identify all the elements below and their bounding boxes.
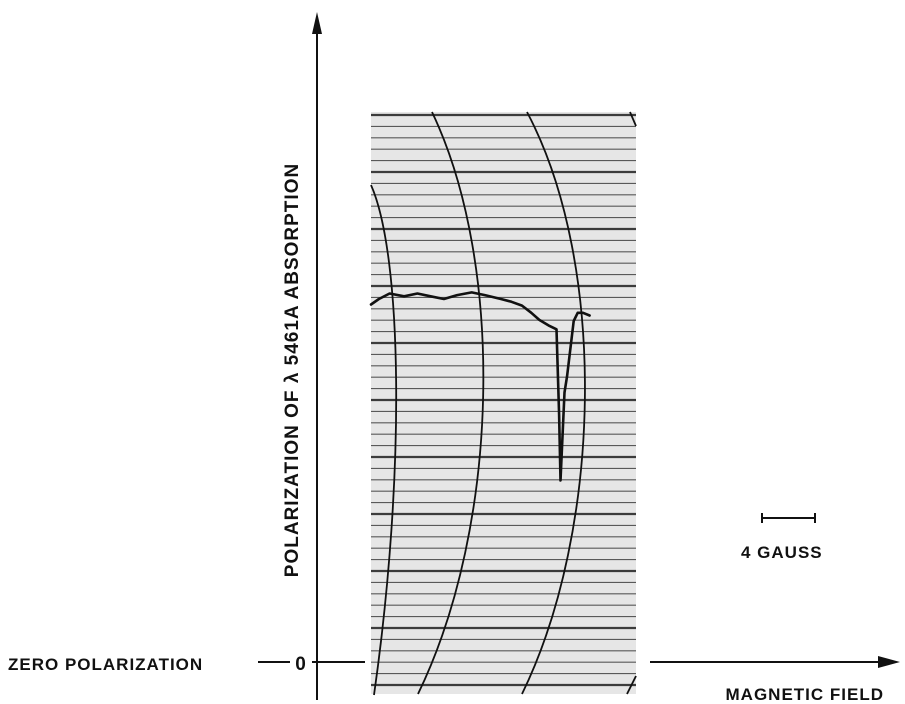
zero-tick-label: 0: [295, 654, 307, 675]
x-axis-label: MAGNETIC FIELD: [726, 685, 885, 704]
grid-arc: [629, 111, 637, 127]
trace-line: [369, 291, 591, 482]
x-axis-arrow: [878, 656, 900, 668]
scale-bar: [761, 513, 816, 523]
y-axis-arrow: [312, 12, 322, 34]
grid-arc: [417, 111, 485, 695]
chart-axes: [258, 12, 900, 700]
grid-arc: [370, 184, 398, 696]
data-trace: [369, 291, 591, 482]
y-axis-label: POLARIZATION OF λ 5461A ABSORPTION: [282, 163, 303, 577]
chart-strip: [370, 111, 637, 696]
grid-arc: [626, 675, 637, 695]
scale-bar-label: 4 GAUSS: [741, 543, 823, 562]
grid-arc: [521, 111, 586, 695]
zero-polarization-label: ZERO POLARIZATION: [8, 655, 203, 674]
chart-paper: [371, 112, 636, 694]
